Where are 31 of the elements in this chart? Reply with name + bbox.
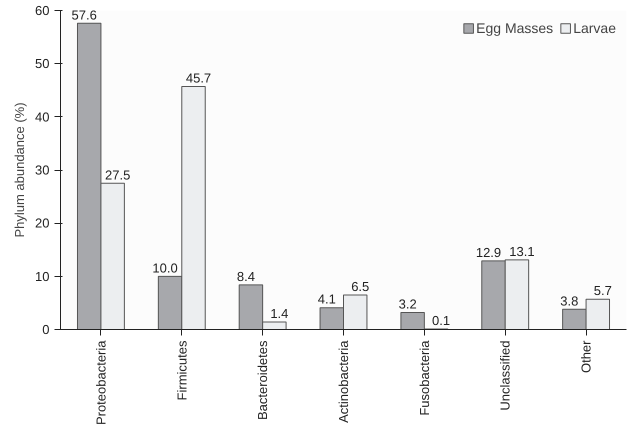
y-axis-title: Phylum abundance (%): [12, 102, 28, 238]
data-label: 57.6: [72, 7, 97, 22]
data-label: 12.9: [476, 244, 502, 260]
y-tick-label: 60: [35, 3, 50, 18]
data-label: 4.1: [318, 292, 336, 307]
x-tick-label: Proteobacteria: [93, 340, 108, 426]
data-label: 1.4: [270, 306, 288, 322]
y-tick-label: 10: [35, 268, 50, 284]
data-label: 3.2: [398, 296, 417, 312]
data-label: 5.7: [594, 283, 612, 298]
x-tick-label: Actinobacteria: [336, 340, 351, 423]
y-tick-label: 20: [35, 216, 50, 231]
legend-label: Larvae: [573, 20, 616, 36]
x-tick-label: Firmicutes: [174, 340, 190, 400]
y-tick-label: 40: [35, 109, 50, 124]
x-tick-label: Fusobacteria: [416, 340, 432, 416]
data-label: 10.0: [152, 260, 178, 276]
data-label: 45.7: [186, 70, 212, 86]
data-label: 6.5: [351, 278, 370, 294]
data-label: 3.8: [560, 293, 578, 308]
data-label: 27.5: [105, 167, 130, 182]
x-tick-label: Unclassified: [498, 340, 513, 411]
data-label: 0.1: [432, 312, 450, 328]
y-tick-label: 0: [42, 322, 50, 337]
y-tick-label: 30: [35, 162, 50, 178]
x-tick-label: Other: [578, 340, 594, 374]
data-label: 13.1: [509, 244, 535, 259]
y-tick-label: 50: [35, 56, 50, 72]
x-tick-label: Bacteroidetes: [255, 340, 270, 420]
legend-label: Egg Masses: [476, 20, 554, 36]
data-label: 8.4: [236, 268, 255, 284]
